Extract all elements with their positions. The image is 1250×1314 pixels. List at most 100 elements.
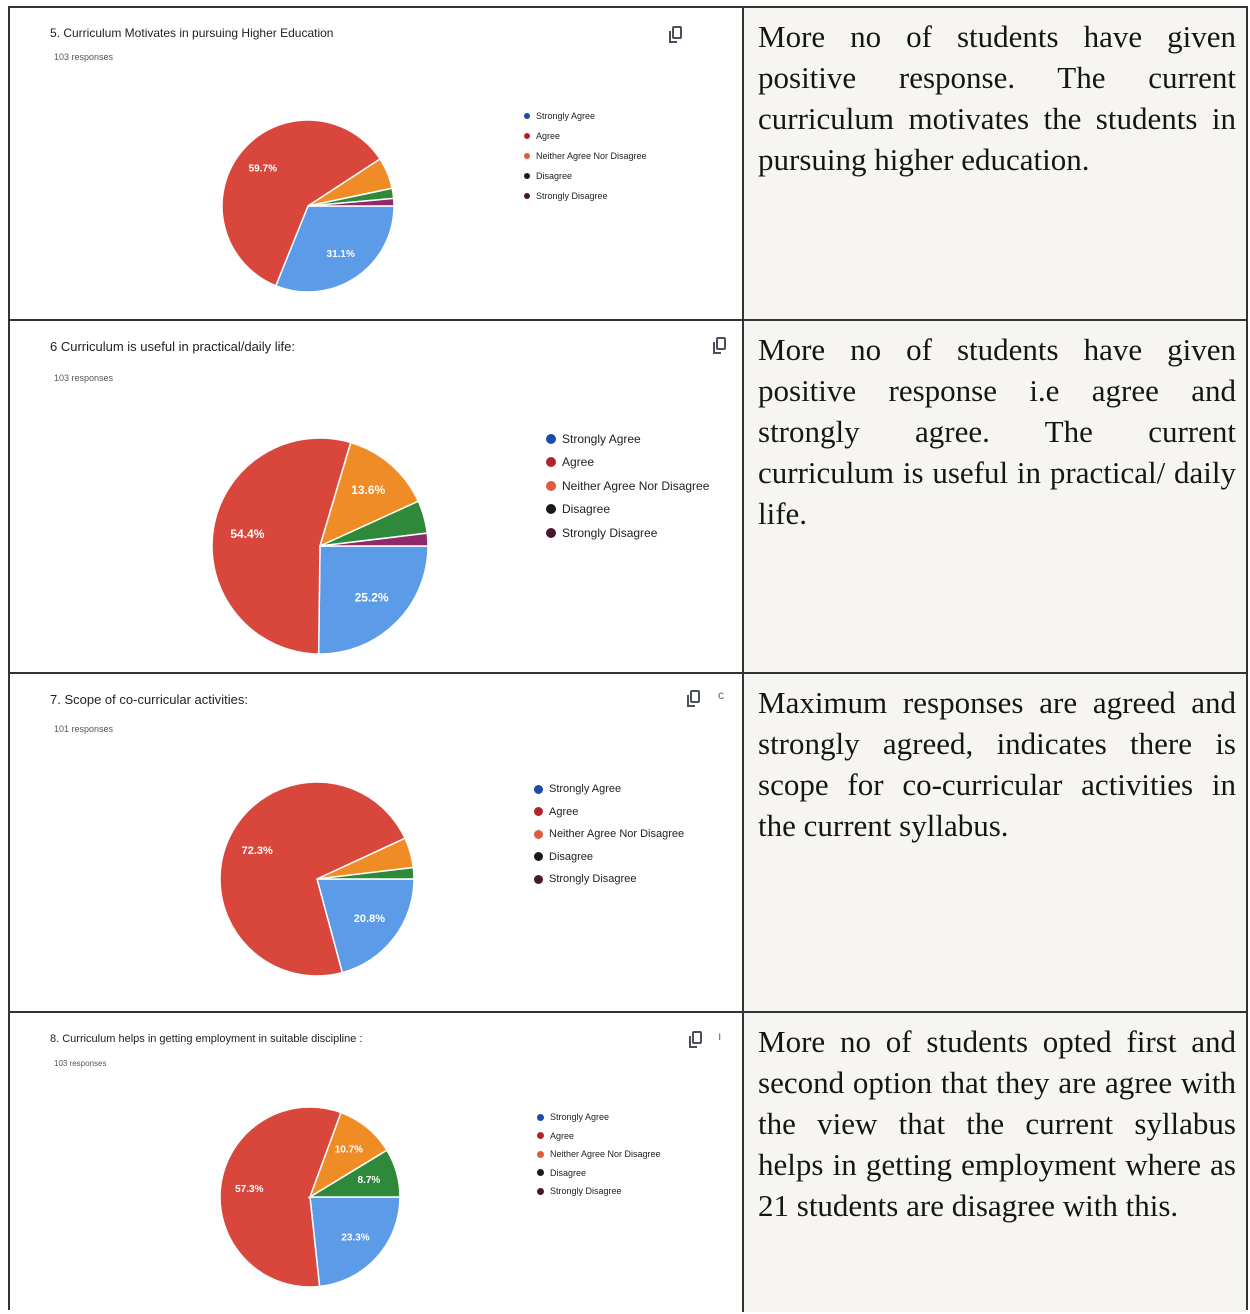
- data-label: 72.3%: [242, 845, 273, 857]
- pie-slice: [316, 878, 415, 974]
- pie-slice: [307, 197, 395, 207]
- chart-cell: 6 Curriculum is useful in practical/dail…: [10, 321, 744, 672]
- note-cell: More no of students have given positive …: [744, 8, 1246, 319]
- legend-label: Disagree: [536, 171, 573, 181]
- chart-title: 8. Curriculum helps in getting employmen…: [50, 1033, 363, 1045]
- legend-item: Agree: [546, 451, 709, 475]
- analysis-note: More no of students have given positive …: [758, 332, 1236, 531]
- data-label: 10.7%: [335, 1144, 363, 1155]
- legend-label: Neither Agree Nor Disagree: [549, 828, 685, 841]
- chart-cell: 8. Curriculum helps in getting employmen…: [10, 1013, 744, 1312]
- legend-swatch: [546, 457, 556, 468]
- legend-swatch: [537, 1187, 544, 1195]
- legend-item: Strongly Agree: [546, 427, 709, 451]
- legend-label: Agree: [536, 131, 561, 141]
- legend-swatch: [546, 480, 556, 491]
- chart-legend: Strongly Agree Agree Neither Agree Nor Dis…: [524, 106, 647, 206]
- table-row: 7. Scope of co-curricular activities: 10…: [10, 674, 1246, 1013]
- legend-label: Strongly Agree: [550, 1112, 610, 1123]
- legend-label: Neither Agree Nor Disagree: [550, 1149, 661, 1160]
- copy-icon[interactable]: [687, 690, 700, 707]
- data-label: 13.6%: [351, 483, 385, 497]
- chart-responses: 101 responses: [54, 724, 114, 734]
- pie-chart: 31.1% 59.7%: [221, 119, 395, 293]
- legend-label: Neither Agree Nor Disagree: [562, 478, 710, 493]
- legend-label: Strongly Agree: [549, 783, 622, 796]
- data-label: 57.3%: [235, 1184, 263, 1195]
- legend-item: Neither Agree Nor Disagree: [534, 823, 684, 846]
- legend-item: Strongly Agree: [524, 106, 647, 126]
- note-cell: More no of students opted first and seco…: [744, 1013, 1246, 1312]
- note-cell: Maximum responses are agreed and strongl…: [744, 674, 1246, 1011]
- copy-icon[interactable]: [689, 1031, 702, 1048]
- copy-icon[interactable]: [713, 337, 726, 354]
- pie-slice: [221, 119, 382, 287]
- legend-item: Strongly Agree: [534, 778, 684, 801]
- legend-item: Strongly Disagree: [534, 868, 684, 891]
- legend-swatch: [524, 193, 530, 199]
- legend-item: Disagree: [537, 1164, 661, 1183]
- note-cell: More no of students have given positive …: [744, 321, 1246, 672]
- pie-slice: [316, 866, 415, 880]
- analysis-note: Maximum responses are agreed and strongl…: [758, 685, 1236, 843]
- chart-legend: Strongly Agree Agree Neither Agree Nor Dis…: [537, 1108, 661, 1201]
- legend-swatch: [534, 852, 543, 862]
- pie-slice: [219, 1106, 342, 1288]
- data-label: 20.8%: [354, 913, 385, 925]
- legend-item: Agree: [537, 1127, 661, 1146]
- legend-item: Neither Agree Nor Disagree: [524, 146, 647, 166]
- pie-chart: 20.8% 72.3%: [219, 781, 415, 977]
- legend-label: Strongly Disagree: [536, 191, 608, 201]
- chart-responses: 103 responses: [54, 52, 114, 62]
- data-label: 31.1%: [327, 249, 355, 260]
- data-label: 25.2%: [355, 590, 389, 604]
- pie-slice: [309, 1196, 401, 1288]
- legend-swatch: [546, 527, 556, 538]
- chart-responses: 103 responses: [54, 373, 114, 383]
- pie-slice: [219, 781, 407, 977]
- copy-icon[interactable]: [669, 26, 682, 43]
- legend-label: Neither Agree Nor Disagree: [536, 151, 647, 161]
- legend-item: Strongly Disagree: [537, 1182, 661, 1201]
- legend-item: Disagree: [534, 846, 684, 869]
- legend-label: Agree: [562, 455, 595, 470]
- legend-swatch: [546, 433, 556, 444]
- legend-item: Neither Agree Nor Disagree: [537, 1145, 661, 1164]
- legend-label: Strongly Disagree: [549, 873, 637, 886]
- table-row: 8. Curriculum helps in getting employmen…: [10, 1013, 1246, 1312]
- data-label: 54.4%: [230, 527, 264, 541]
- more-icon[interactable]: ı: [718, 1029, 722, 1043]
- table-row: 5. Curriculum Motivates in pursuing High…: [10, 8, 1246, 321]
- legend-swatch: [524, 173, 530, 179]
- pie-slice: [211, 437, 352, 655]
- legend-swatch: [537, 1132, 544, 1140]
- data-label: 23.3%: [341, 1233, 369, 1244]
- legend-label: Strongly Disagree: [550, 1186, 622, 1197]
- pie-chart: 23.3% 57.3% 10.7% 8.7%: [219, 1106, 401, 1288]
- legend-item: Agree: [534, 801, 684, 824]
- pie-slice: [318, 441, 420, 548]
- pie-slice: [317, 545, 429, 655]
- legend-item: Strongly Disagree: [524, 186, 647, 206]
- pie-slice: [307, 1149, 401, 1198]
- table-row: 6 Curriculum is useful in practical/dail…: [10, 321, 1246, 674]
- chart-cell: 5. Curriculum Motivates in pursuing High…: [10, 8, 744, 319]
- legend-swatch: [534, 784, 543, 794]
- legend-swatch: [537, 1150, 544, 1158]
- legend-swatch: [537, 1113, 544, 1121]
- legend-swatch: [524, 153, 530, 159]
- legend-item: Disagree: [524, 166, 647, 186]
- data-label: 8.7%: [358, 1175, 381, 1186]
- legend-label: Agree: [550, 1130, 575, 1141]
- legend-item: Strongly Agree: [537, 1108, 661, 1127]
- analysis-note: More no of students opted first and seco…: [758, 1024, 1236, 1223]
- legend-label: Strongly Agree: [536, 111, 596, 121]
- chart-responses: 103 responses: [54, 1059, 107, 1068]
- pie-slice: [274, 205, 395, 293]
- more-icon[interactable]: c: [718, 688, 724, 702]
- survey-analysis-table: 5. Curriculum Motivates in pursuing High…: [8, 6, 1248, 1312]
- legend-item: Disagree: [546, 498, 709, 522]
- legend-label: Disagree: [562, 502, 611, 517]
- legend-swatch: [546, 504, 556, 515]
- legend-label: Disagree: [550, 1167, 587, 1178]
